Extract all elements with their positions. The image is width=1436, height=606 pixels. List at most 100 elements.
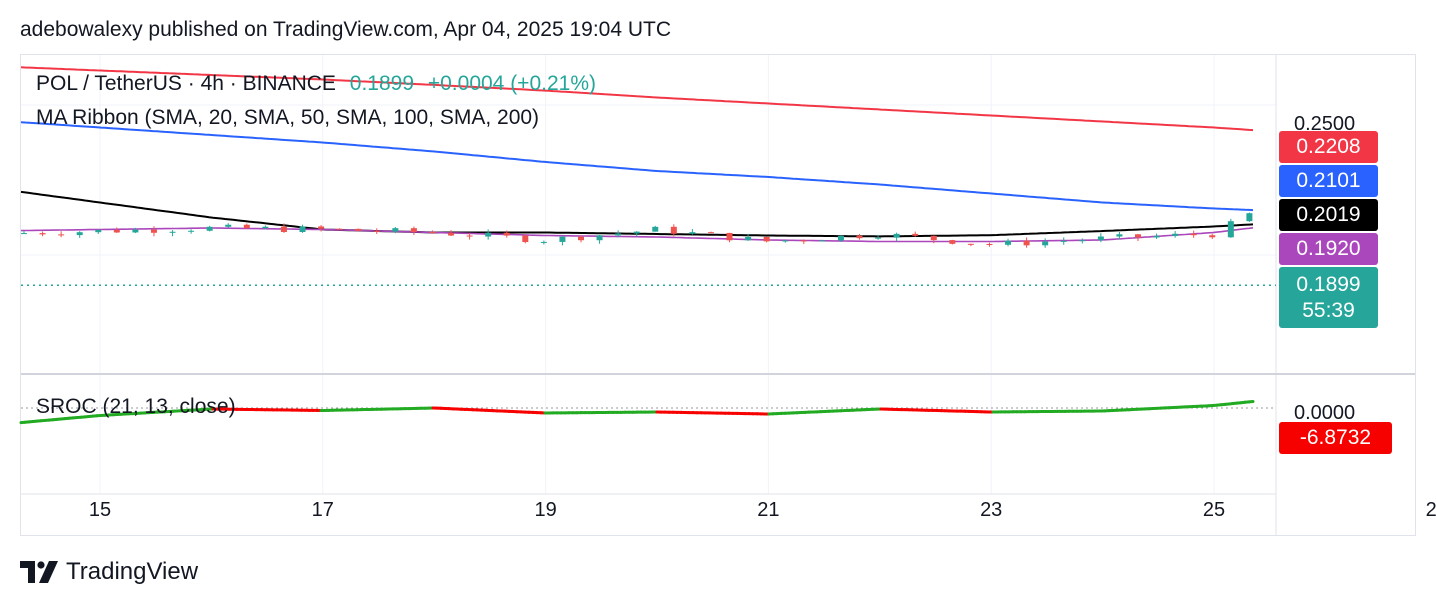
candle-body-54 (1023, 240, 1030, 246)
candle-body-1 (39, 233, 46, 235)
candle-body-20 (392, 228, 399, 232)
candle-body-61 (1153, 235, 1160, 238)
candle-body-53 (1005, 240, 1012, 245)
last-price-tag: 0.1899 55:39 (1279, 267, 1378, 328)
candle-body-62 (1172, 233, 1179, 236)
x-tick-label-6: 27 (1426, 499, 1436, 521)
candle-body-3 (76, 232, 83, 236)
candle-body-11 (225, 224, 232, 227)
candle-body-8 (169, 231, 176, 233)
candle-body-18 (355, 228, 362, 231)
candle-body-16 (318, 226, 325, 229)
candle-body-30 (578, 236, 584, 241)
candle-body-43 (819, 240, 826, 242)
candle-body-28 (540, 241, 547, 243)
candle-body-55 (1042, 241, 1049, 246)
candle-body-35 (670, 226, 677, 234)
candle-body-56 (1060, 240, 1067, 242)
x-axis-ticks: 1517192123252729Apr35 (89, 499, 1436, 521)
symbol-legend[interactable]: POL / TetherUS · 4h · BINANCE 0.1899 +0.… (36, 72, 596, 96)
candle-body-12 (243, 224, 250, 229)
candle-body-26 (503, 232, 510, 236)
candle-body-31 (596, 235, 603, 241)
sroc-label: SROC (21, 13, close) (36, 395, 236, 418)
candle-body-39 (745, 236, 752, 241)
candle-body-4 (95, 229, 102, 233)
candle-body-6 (132, 229, 139, 233)
ma-ribbon-lines (20, 66, 1254, 243)
candle-body-13 (262, 226, 269, 229)
candle-body-15 (299, 226, 306, 233)
candle-body-25 (485, 232, 492, 237)
sma50-price-tag: 0.2019 (1279, 199, 1378, 231)
ma-ribbon-label: MA Ribbon (SMA, 20, SMA, 50, SMA, 100, S… (36, 106, 540, 129)
candle-body-36 (689, 232, 696, 234)
candle-body-5 (113, 229, 120, 233)
candle-body-33 (633, 231, 640, 234)
x-tick-label-5: 25 (1203, 499, 1225, 521)
sma100-line (20, 121, 1254, 212)
candle-body-63 (1190, 233, 1197, 236)
chart-frame[interactable] (20, 54, 1416, 536)
sroc-legend[interactable]: SROC (21, 13, close) (36, 395, 236, 419)
sma20-price-tag: 0.1920 (1279, 233, 1378, 265)
ma-ribbon-legend[interactable]: MA Ribbon (SMA, 20, SMA, 50, SMA, 100, S… (36, 106, 539, 130)
candle-body-52 (986, 243, 993, 245)
candle-body-19 (373, 230, 380, 232)
candle-body-48 (912, 233, 919, 236)
sma200-line (20, 66, 1254, 132)
tradingview-footer[interactable]: TradingView (20, 558, 198, 586)
candle-body-34 (652, 226, 659, 232)
candle-body-44 (837, 235, 844, 241)
publisher-line: adebowalexy published on TradingView.com… (20, 18, 672, 41)
candle-body-51 (967, 243, 974, 245)
x-tick-label-3: 21 (757, 499, 779, 521)
candle-body-10 (206, 226, 213, 231)
last-price-value: 0.1899 (1296, 272, 1361, 296)
candle-body-49 (930, 235, 937, 241)
tradingview-brand: TradingView (66, 558, 199, 585)
candle-body-37 (707, 232, 714, 234)
candle-body-45 (856, 235, 863, 239)
candle-body-17 (336, 228, 343, 230)
candle-body-59 (1116, 234, 1123, 237)
candle-body-38 (726, 232, 733, 241)
candle-body-64 (1209, 235, 1216, 238)
candle-body-32 (615, 233, 622, 236)
candlesticks (21, 212, 1253, 248)
candle-body-60 (1135, 234, 1141, 238)
sma20-line (20, 227, 1254, 243)
candle-body-65 (1227, 221, 1234, 238)
candle-body-40 (763, 236, 770, 242)
candle-body-24 (466, 235, 473, 237)
candle-body-46 (875, 237, 882, 239)
candle-body-29 (559, 236, 566, 242)
price-scale-top-label: 0.2500 (1294, 113, 1356, 135)
grid-lines (21, 55, 1415, 535)
candle-body-47 (893, 233, 900, 238)
sroc-zero-label: 0.0000 (1294, 402, 1356, 424)
sma50-line (20, 190, 1254, 238)
candle-body-7 (150, 229, 157, 233)
x-tick-label-1: 17 (312, 499, 334, 521)
candle-body-57 (1079, 240, 1086, 242)
candle-body-42 (800, 240, 807, 242)
sroc-panel (19, 399, 1255, 425)
candle-body-27 (522, 235, 529, 243)
candle-body-22 (429, 231, 436, 233)
price-change-legend: +0.0004 (+0.21%) (427, 72, 596, 95)
sma100-price-tag: 0.2101 (1279, 165, 1378, 197)
candle-body-23 (448, 232, 455, 236)
x-tick-label-4: 23 (980, 499, 1002, 521)
candle-body-50 (949, 240, 956, 244)
candle-body-2 (58, 234, 65, 236)
candle-body-66 (1246, 213, 1253, 222)
x-tick-label-0: 15 (89, 499, 111, 521)
sma200-price-tag: 0.2208 (1279, 131, 1378, 163)
last-price-legend: 0.1899 (349, 72, 415, 95)
bar-countdown: 55:39 (1302, 298, 1355, 322)
candle-body-9 (188, 230, 195, 232)
candle-body-0 (21, 233, 27, 235)
x-tick-label-2: 19 (534, 499, 556, 521)
